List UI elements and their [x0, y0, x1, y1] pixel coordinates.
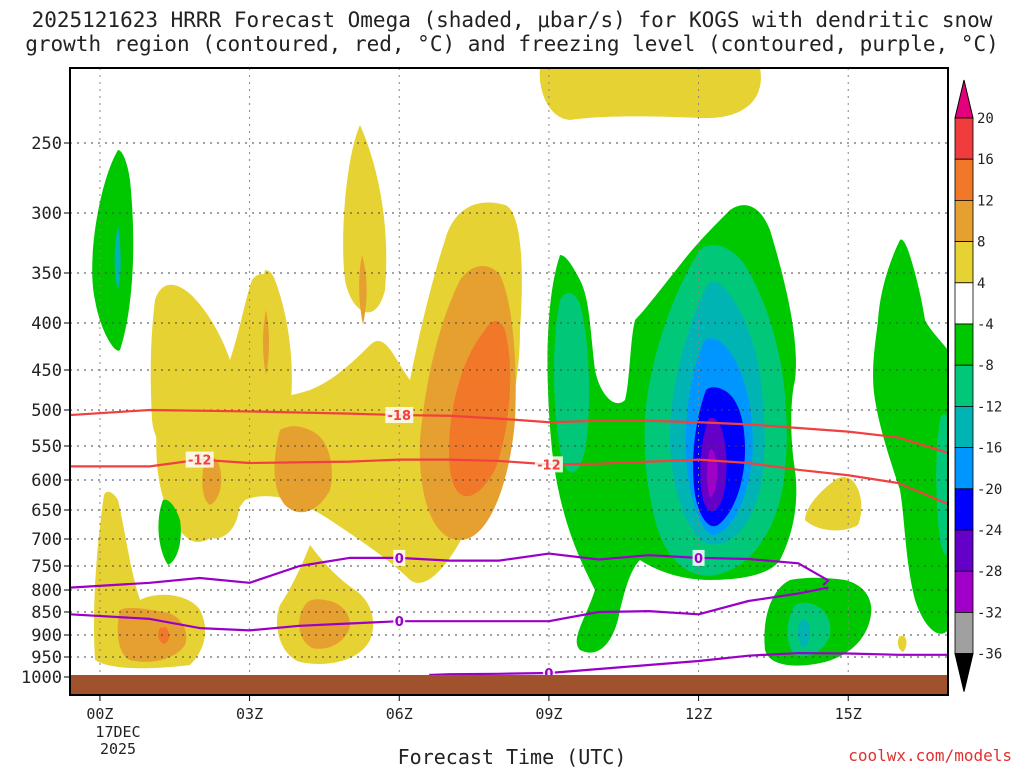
colorbar-swatch-7 [954, 364, 974, 407]
x-tick-label-00Z: 00Z [86, 705, 113, 723]
colorbar-swatch-11 [954, 529, 974, 572]
colorbar-label-0: 20 [977, 111, 994, 127]
contour-label-bg-5 [393, 613, 406, 630]
y-tick-label-450: 450 [31, 361, 62, 381]
colorbar-label-10: -24 [977, 523, 1002, 539]
x-tick-label-06Z: 06Z [386, 705, 413, 723]
colorbar-label-3: 8 [977, 235, 985, 251]
y-tick-label-500: 500 [31, 401, 62, 421]
colorbar-label-7: -12 [977, 399, 1002, 415]
y-tick-label-400: 400 [31, 314, 62, 334]
colorbar-legend: 20 16 12 8 4 -4 -8 -12 -16 -20 -24 -28 -32 -36 [954, 79, 1002, 692]
date-label: 17DEC 2025 [95, 724, 140, 758]
x-axis: 00Z 03Z 06Z 09Z 12Z 15Z [86, 695, 862, 723]
contour-label-1: -12 [188, 454, 212, 469]
plot-area [92, 68, 948, 669]
plot-frame [69, 67, 949, 696]
colorbar-label-2: 12 [977, 193, 994, 209]
y-tick-label-750: 750 [31, 557, 62, 577]
colorbar-swatch-10 [954, 488, 974, 531]
y-tick-label-300: 300 [31, 204, 62, 224]
contour-label-bg-3 [393, 549, 406, 566]
colorbar-label-12: -32 [977, 605, 1002, 621]
x-axis-title: Forecast Time (UTC) [397, 745, 627, 769]
contour-label-6: 0 [544, 667, 553, 682]
colorbar-swatch-13 [954, 612, 974, 655]
contour-label-bg-0 [385, 407, 414, 424]
contour-line-3 [69, 586, 829, 632]
x-tick-label-15Z: 15Z [835, 705, 862, 723]
y-tick-label-550: 550 [31, 437, 62, 457]
colorbar-label-1: 16 [977, 152, 994, 168]
y-tick-label-800: 800 [31, 581, 62, 601]
chart-title-line1: 2025121623 HRRR Forecast Omega (shaded, … [31, 8, 993, 32]
colorbar-bottom-arrow [954, 653, 974, 692]
contour-label-bg-2 [534, 456, 563, 473]
contour-label-0: -18 [388, 409, 412, 424]
y-tick-label-700: 700 [31, 530, 62, 550]
contour-line-4 [429, 651, 948, 677]
y-tick-label-650: 650 [31, 501, 62, 521]
omega-shading [92, 68, 948, 669]
x-tick-label-03Z: 03Z [236, 705, 263, 723]
ground-surface [70, 675, 948, 695]
colorbar-label-13: -36 [977, 647, 1002, 663]
colorbar-label-11: -28 [977, 564, 1002, 580]
chart-title-line2: growth region (contoured, red, °C) and f… [25, 32, 999, 56]
colorbar-top-arrow [954, 79, 974, 119]
contour-label-4: 0 [694, 552, 703, 567]
colorbar-swatch-3 [954, 199, 974, 242]
contour-label-5: 0 [395, 615, 404, 630]
colorbar-swatch-8 [954, 405, 974, 448]
colorbar-label-4: 4 [977, 276, 985, 292]
y-tick-label-1000: 1000 [21, 668, 62, 688]
contour-label-bg-1 [185, 451, 214, 468]
colorbar-swatch-4 [954, 241, 974, 284]
colorbar-swatch-12 [954, 570, 974, 613]
colorbar-swatch-9 [954, 447, 974, 490]
colorbar-swatch-1 [954, 117, 974, 160]
date-label-day: 17DEC [95, 723, 141, 741]
contour-label-3: 0 [395, 552, 404, 567]
contour-label-2: -12 [537, 458, 561, 473]
y-tick-label-600: 600 [31, 471, 62, 491]
y-tick-label-900: 900 [31, 626, 62, 646]
colorbar-swatch-5 [954, 282, 974, 325]
colorbar-label-8: -16 [977, 441, 1002, 457]
x-tick-label-09Z: 09Z [535, 705, 562, 723]
isotherm-contours: -18 -12 -12 0 0 0 0 [69, 407, 949, 682]
date-label-year: 2025 [99, 740, 137, 758]
x-tick-label-12Z: 12Z [685, 705, 712, 723]
contour-line-2 [69, 552, 830, 589]
colorbar-swatch-2 [954, 158, 974, 201]
colorbar-swatch-6 [954, 323, 974, 366]
y-tick-label-250: 250 [31, 134, 62, 154]
colorbar-label-5: -4 [977, 317, 994, 333]
colorbar-label-6: -8 [977, 358, 994, 374]
contour-label-bg-4 [692, 549, 705, 566]
colorbar-label-9: -20 [977, 482, 1002, 498]
y-tick-label-950: 950 [31, 648, 62, 668]
contour-line-0 [69, 408, 949, 454]
y-tick-label-350: 350 [31, 264, 62, 284]
y-tick-label-850: 850 [31, 603, 62, 623]
credit-link[interactable]: coolwx.com/models [848, 746, 1012, 765]
